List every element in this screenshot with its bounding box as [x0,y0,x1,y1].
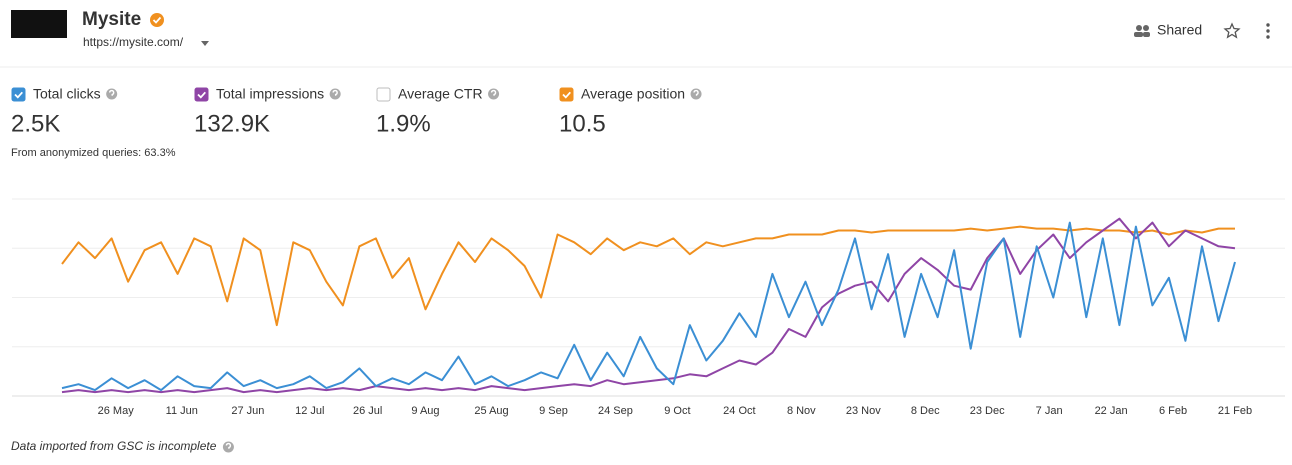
x-tick-label: 6 Feb [1159,405,1187,417]
x-tick-label: 9 Sep [539,405,568,417]
x-tick-label: 24 Oct [723,405,755,417]
help-icon[interactable] [329,88,341,100]
help-icon[interactable] [690,88,702,100]
x-tick-label: 12 Jul [295,405,324,417]
anonymized-note: From anonymized queries: 63.3% [11,147,176,159]
x-tick-label: 23 Nov [846,405,881,417]
menu-button[interactable] [1266,23,1270,39]
x-tick-label: 26 Jul [353,405,382,417]
help-mark [225,442,232,449]
x-tick-label: 21 Feb [1218,405,1252,417]
footer-note: Data imported from GSC is incomplete [11,439,217,453]
series-line [61,217,1236,394]
series-line [61,225,1235,327]
chart: 26 May 11 Jun 27 Jun 12 Jul 26 Jul 9 Aug 25 Au… [12,198,1285,417]
series-line [61,221,1236,392]
site-name: Mysite [82,9,141,30]
site-url[interactable]: https://mysite.com/ [83,35,184,49]
help-icon[interactable] [222,441,234,453]
help-mark [490,89,497,96]
metric-value: 132.9K [194,110,270,137]
x-tick-label: 8 Nov [787,405,816,417]
x-tick-label: 24 Sep [598,405,633,417]
help-icon[interactable] [488,88,500,100]
help-icon[interactable] [106,88,118,100]
x-tick-label: 23 Dec [970,405,1005,417]
verified-badge [150,13,164,27]
metric-label: Total clicks [33,86,101,102]
x-tick-label: 22 Jan [1095,405,1128,417]
metric-checkbox[interactable] [559,87,574,102]
help-mark [693,89,699,96]
x-tick-label: 9 Aug [411,405,439,417]
help-mark [332,89,338,96]
shared-icon [1134,25,1150,37]
metric-checkbox[interactable] [194,87,209,102]
metric-checkbox[interactable] [11,87,26,102]
star-button[interactable] [1223,22,1241,39]
x-tick-label: 11 Jun [166,405,198,417]
checkbox-tick [14,91,23,99]
x-tick-label: 7 Jan [1036,405,1063,417]
metric-label: Total impressions [216,86,324,102]
help-mark [108,89,115,96]
metric-label: Average CTR [398,86,483,102]
metric-value: 2.5K [11,110,60,137]
checkbox-tick [197,91,206,99]
metric-checkbox[interactable] [376,87,391,102]
metric-value: 10.5 [559,110,606,137]
url-dropdown[interactable] [201,41,209,46]
shared-label[interactable]: Shared [1157,22,1202,38]
checkbox-tick [562,91,571,99]
metric-label: Average position [581,86,685,102]
x-tick-label: 25 Aug [474,405,508,417]
x-tick-label: 9 Oct [664,405,690,417]
metrics: Total clicks 2.5K Total impressions 132.9K A… [11,86,685,138]
x-tick-label: 8 Dec [911,405,940,417]
x-tick-label: 27 Jun [231,405,264,417]
metric-value: 1.9% [376,110,431,137]
x-tick-label: 26 May [98,405,135,417]
site-logo [11,10,67,38]
